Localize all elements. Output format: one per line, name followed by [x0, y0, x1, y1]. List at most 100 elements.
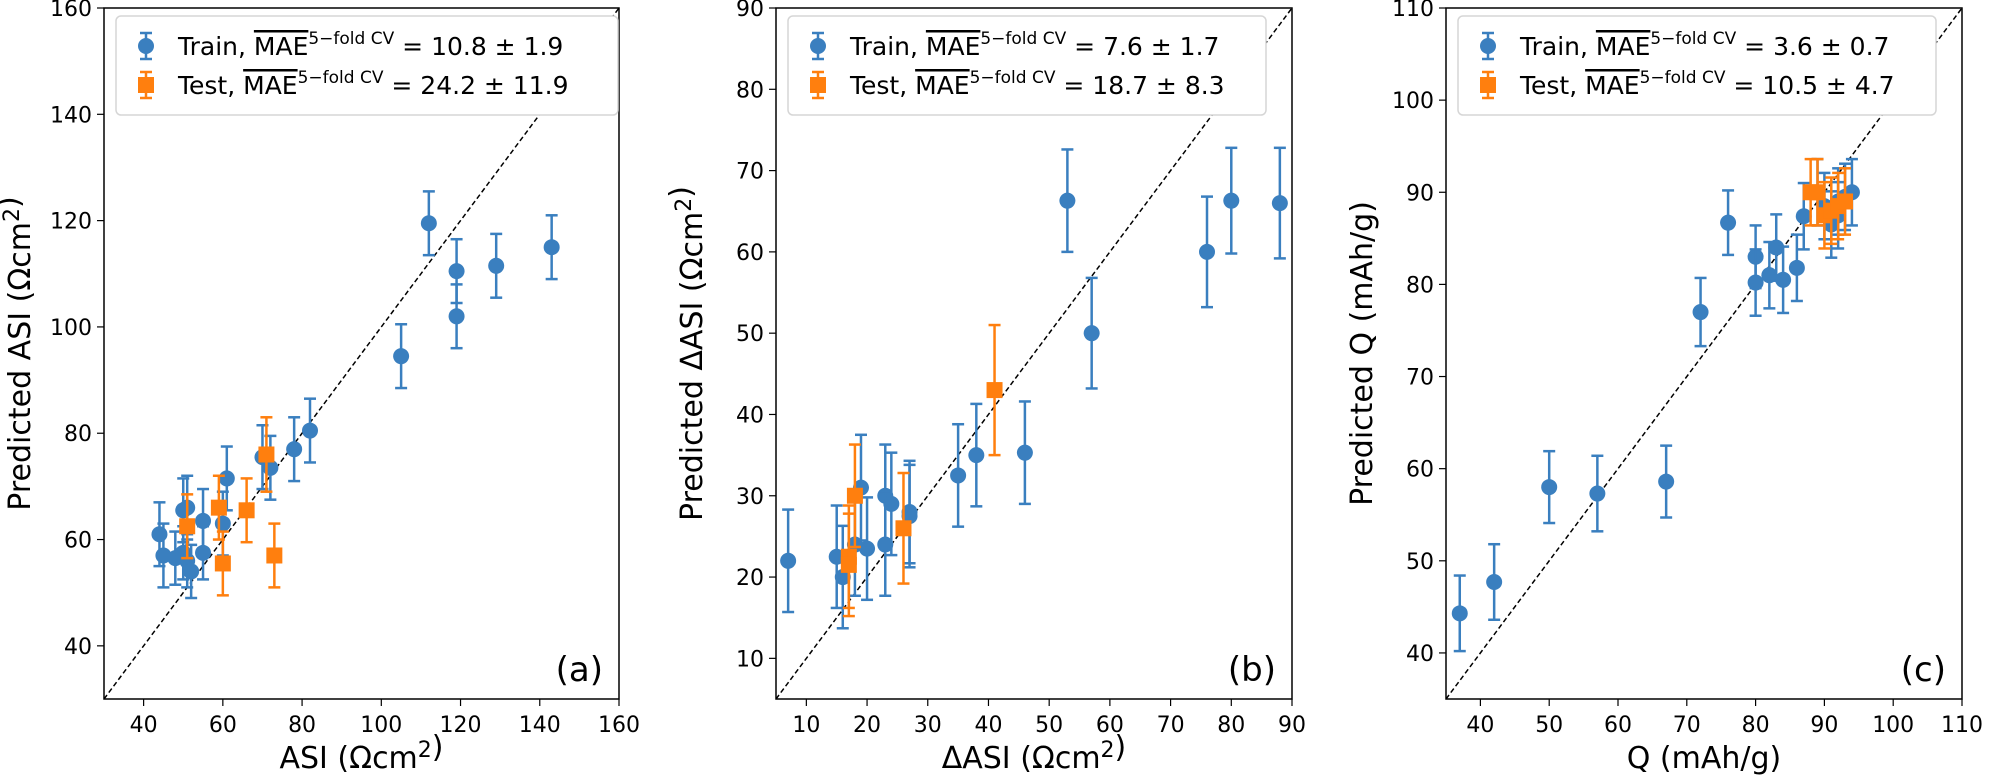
- data-point: [901, 508, 918, 525]
- y-tick-label: 120: [50, 210, 92, 235]
- y-tick-label: 90: [1406, 181, 1434, 206]
- x-tick-label: 10: [792, 713, 820, 738]
- data-point: [1199, 243, 1216, 260]
- legend-marker: [138, 38, 154, 54]
- data-point: [1788, 259, 1805, 276]
- data-point: [214, 555, 231, 572]
- data-point: [1720, 214, 1737, 231]
- series-train: [1451, 157, 1860, 653]
- legend-marker: [138, 77, 154, 93]
- y-tick-label: 160: [50, 0, 92, 22]
- legend-label: Train, MAE5−fold CV = 10.8 ± 1.9: [177, 29, 563, 61]
- data-point: [1059, 192, 1076, 209]
- y-tick-label: 70: [736, 160, 764, 185]
- data-point: [1809, 184, 1826, 201]
- x-tick-label: 120: [440, 713, 482, 738]
- data-point: [179, 518, 196, 535]
- y-tick-label: 40: [736, 403, 764, 428]
- legend: Train, MAE5−fold CV = 10.8 ± 1.9 Test, MA…: [115, 15, 619, 116]
- x-axis-label: Q (mAh/g): [1627, 741, 1781, 776]
- plot-frame: [1445, 7, 1963, 700]
- y-tick-label: 140: [50, 103, 92, 128]
- data-point: [302, 422, 318, 439]
- series-test: [179, 416, 283, 597]
- data-point: [883, 495, 900, 512]
- series-train: [151, 190, 560, 600]
- x-tick-label: 40: [974, 713, 1002, 738]
- y-tick-label: 80: [736, 78, 764, 103]
- data-point: [1775, 271, 1792, 288]
- y-tick-label: 80: [64, 422, 92, 447]
- x-tick-label: 20: [853, 713, 881, 738]
- x-tick-label: 80: [1217, 713, 1245, 738]
- data-point: [286, 441, 303, 458]
- data-point: [1541, 479, 1558, 496]
- x-tick-label: 80: [288, 713, 316, 738]
- data-point: [1747, 274, 1764, 291]
- legend-marker: [1480, 77, 1496, 93]
- data-point: [1016, 444, 1033, 461]
- data-point: [877, 536, 894, 553]
- data-point: [1837, 193, 1854, 210]
- data-point: [214, 515, 231, 532]
- data-point: [1486, 573, 1503, 590]
- data-point: [780, 552, 797, 569]
- plot-frame: [103, 7, 620, 700]
- legend-label: Train, MAE5−fold CV = 3.6 ± 0.7: [1519, 29, 1889, 61]
- x-tick-label: 70: [1157, 713, 1185, 738]
- data-point: [986, 382, 1003, 399]
- legend-box: [787, 15, 1267, 116]
- y-tick-label: 50: [1406, 550, 1434, 575]
- y-tick-label: 80: [1406, 273, 1434, 298]
- data-point: [238, 502, 255, 519]
- legend-label: Train, MAE5−fold CV = 7.6 ± 1.7: [849, 29, 1219, 61]
- legend-marker: [810, 77, 826, 93]
- data-point: [1795, 208, 1812, 225]
- x-tick-label: 110: [1941, 713, 1983, 738]
- x-tick-label: 90: [1278, 713, 1306, 738]
- data-point: [1451, 605, 1468, 622]
- data-point: [266, 547, 283, 564]
- legend-label: Test, MAE5−fold CV = 18.7 ± 8.3: [849, 68, 1225, 100]
- data-point: [1692, 304, 1709, 321]
- series-test: [840, 323, 1003, 618]
- legend-marker: [810, 38, 826, 54]
- y-tick-label: 90: [736, 0, 764, 22]
- data-point: [393, 348, 410, 365]
- data-point: [828, 548, 845, 565]
- data-point: [1768, 239, 1785, 256]
- legend-marker: [1480, 38, 1496, 54]
- legend-box: [1457, 15, 1937, 116]
- data-point: [859, 540, 876, 557]
- series-train: [780, 146, 1288, 630]
- data-point: [420, 215, 437, 232]
- x-tick-label: 160: [598, 713, 640, 738]
- y-tick-label: 60: [64, 529, 92, 554]
- series-test: [1802, 157, 1854, 250]
- x-tick-label: 60: [209, 713, 237, 738]
- data-point: [195, 544, 212, 561]
- data-point: [218, 470, 235, 487]
- y-axis-label: Predicted Q (mAh/g): [1345, 201, 1380, 506]
- y-tick-label: 60: [1406, 458, 1434, 483]
- legend-box: [115, 15, 619, 116]
- y-axis-label: Predicted ΔASI (Ωcm2): [664, 186, 710, 521]
- y-tick-label: 40: [64, 635, 92, 660]
- data-point: [210, 499, 227, 516]
- x-tick-label: 50: [1535, 713, 1563, 738]
- x-tick-label: 100: [360, 713, 402, 738]
- y-tick-label: 10: [736, 647, 764, 672]
- x-tick-label: 80: [1742, 713, 1770, 738]
- y-tick-label: 30: [736, 485, 764, 510]
- data-point: [846, 487, 863, 504]
- data-point: [840, 556, 857, 573]
- data-point: [488, 257, 505, 274]
- legend-label: Test, MAE5−fold CV = 24.2 ± 11.9: [177, 68, 568, 100]
- y-tick-label: 100: [1392, 89, 1434, 114]
- x-tick-label: 40: [1466, 713, 1494, 738]
- data-point: [448, 308, 465, 325]
- panel-label: (b): [1228, 650, 1276, 690]
- x-tick-label: 50: [1035, 713, 1063, 738]
- data-point: [1761, 267, 1778, 284]
